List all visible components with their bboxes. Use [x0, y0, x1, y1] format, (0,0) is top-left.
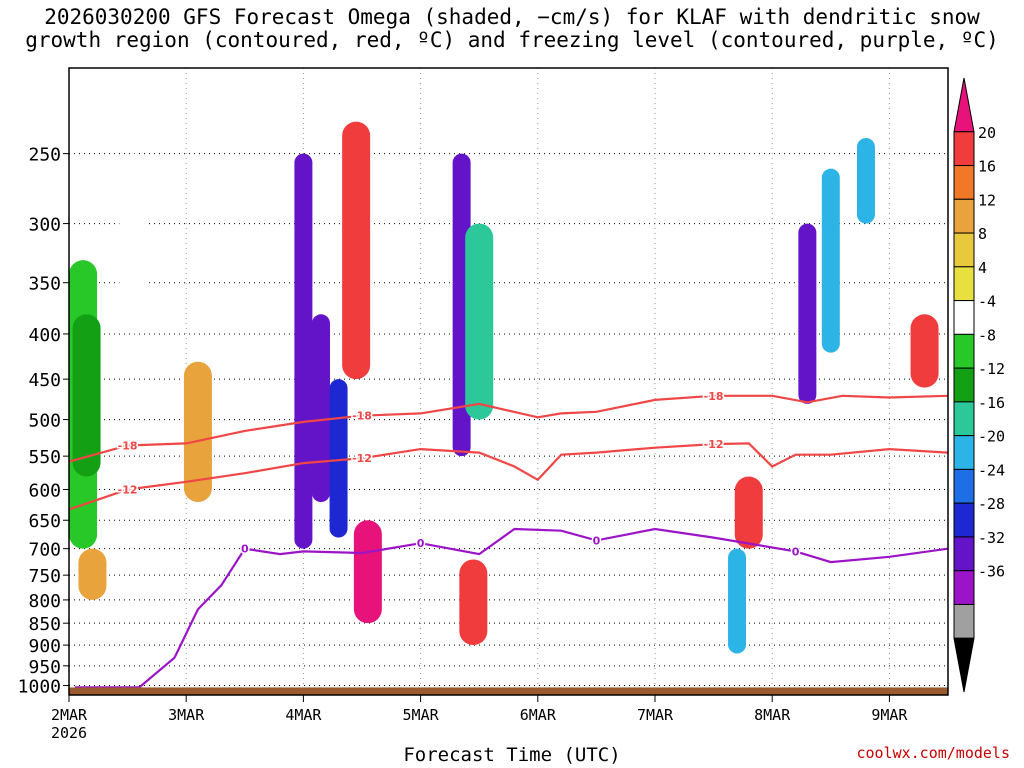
y-tick-label: 650 — [28, 511, 61, 532]
colorbar-segment — [953, 131, 975, 167]
colorbar-segment — [953, 502, 975, 538]
omega-cell — [856, 137, 875, 224]
y-tick-label: 1000 — [18, 677, 61, 698]
y-tick-label: 800 — [28, 591, 61, 612]
x-axis-label: Forecast Time (UTC) — [403, 744, 621, 766]
x-tick-label: 4MAR — [285, 706, 322, 724]
colorbar-segment — [953, 165, 975, 200]
ground-fill — [69, 687, 948, 695]
colorbar-label: -20 — [978, 428, 1005, 446]
y-tick-label: 400 — [28, 325, 61, 346]
colorbar-label: -28 — [978, 495, 1005, 513]
x-tick-label: 7MAR — [637, 706, 674, 724]
dgz-contour-label: -18 — [704, 390, 724, 403]
omega-cell — [342, 121, 371, 380]
title-line-2: growth region (contoured, red, ºC) and f… — [25, 28, 999, 52]
omega-cell — [353, 520, 382, 624]
y-tick-label: 700 — [28, 540, 61, 561]
colorbar-segment — [953, 198, 975, 234]
plot-frame — [68, 67, 949, 696]
colorbar-arrow-top — [953, 77, 975, 133]
colorbar-label: -32 — [978, 529, 1005, 547]
y-tick-label: 300 — [28, 215, 61, 236]
credit-text: coolwx.com/models — [856, 744, 1010, 762]
title-line-1: 2026030200 GFS Forecast Omega (shaded, −… — [44, 5, 980, 29]
y-tick-label: 350 — [28, 274, 61, 295]
dgz-contour — [69, 442, 948, 511]
omega-cell — [329, 379, 348, 538]
colorbar-label: 12 — [978, 191, 996, 209]
omega-cell — [119, 153, 148, 334]
omega-cell — [821, 168, 840, 353]
omega-cell — [78, 548, 107, 600]
dgz-contour-label: -12 — [352, 452, 372, 465]
omega-cell — [311, 314, 330, 503]
freezing-level-label: 0 — [593, 534, 601, 547]
y-tick-label: 550 — [28, 447, 61, 468]
colorbar-segment — [953, 232, 975, 268]
y-tick-label: 500 — [28, 411, 61, 432]
colorbar-segment — [953, 603, 975, 639]
chart-title: 2026030200 GFS Forecast Omega (shaded, −… — [0, 6, 1024, 52]
colorbar-segment — [953, 401, 975, 437]
y-tick-label: 950 — [28, 657, 61, 678]
colorbar-segment — [953, 333, 975, 369]
x-tick-label: 2MAR — [51, 706, 88, 724]
colorbar-segment — [953, 536, 975, 572]
colorbar-label: 8 — [978, 225, 987, 243]
colorbar-segment — [953, 300, 975, 335]
freezing-level-label: 0 — [792, 545, 800, 558]
colorbar-segment — [953, 435, 975, 470]
omega-cell — [183, 361, 212, 503]
x-tick-label: 8MAR — [754, 706, 791, 724]
x-tick-label: 5MAR — [403, 706, 440, 724]
colorbar-segment — [953, 266, 975, 302]
freezing-level-label: 0 — [241, 543, 249, 556]
colorbar-label: -16 — [978, 394, 1005, 412]
y-tick-label: 750 — [28, 566, 61, 587]
y-tick-label: 850 — [28, 614, 61, 635]
omega-cell — [910, 314, 939, 388]
dgz-contour — [69, 394, 948, 463]
colorbar-label: -12 — [978, 360, 1005, 378]
y-tick-label: 250 — [28, 145, 61, 166]
colorbar-segment — [953, 570, 975, 605]
omega-cell — [459, 559, 488, 646]
y-tick-label: 600 — [28, 481, 61, 502]
dgz-contour-label: -12 — [704, 438, 724, 451]
colorbar-arrow-bottom — [953, 637, 975, 693]
freezing-level-contour — [74, 527, 948, 689]
x-tick-label: 9MAR — [871, 706, 908, 724]
colorbar-label: -24 — [978, 461, 1005, 479]
x-tick-sublabel: 2026 — [51, 724, 87, 742]
y-tick-label: 900 — [28, 636, 61, 657]
colorbar-label: -36 — [978, 563, 1005, 581]
x-tick-label: 6MAR — [520, 706, 557, 724]
dgz-contour-label: -18 — [352, 410, 372, 423]
x-tick-label: 3MAR — [168, 706, 205, 724]
omega-cell — [294, 153, 313, 549]
y-tick-label: 450 — [28, 370, 61, 391]
omega-cell — [798, 223, 817, 404]
colorbar-segment — [953, 367, 975, 403]
omega-cell — [72, 314, 101, 477]
freezing-level-label: 0 — [417, 537, 425, 550]
omega-cell — [728, 548, 747, 654]
colorbar-label: -8 — [978, 326, 996, 344]
dgz-contour-label: -12 — [118, 484, 138, 497]
omega-cell — [734, 476, 763, 549]
colorbar-segment — [953, 468, 975, 504]
colorbar-label: 16 — [978, 158, 996, 176]
omega-cell — [465, 223, 494, 420]
dgz-contour-label: -18 — [118, 440, 138, 453]
colorbar-label: -4 — [978, 293, 996, 311]
colorbar-label: 20 — [978, 124, 996, 142]
colorbar-label: 4 — [978, 259, 987, 277]
